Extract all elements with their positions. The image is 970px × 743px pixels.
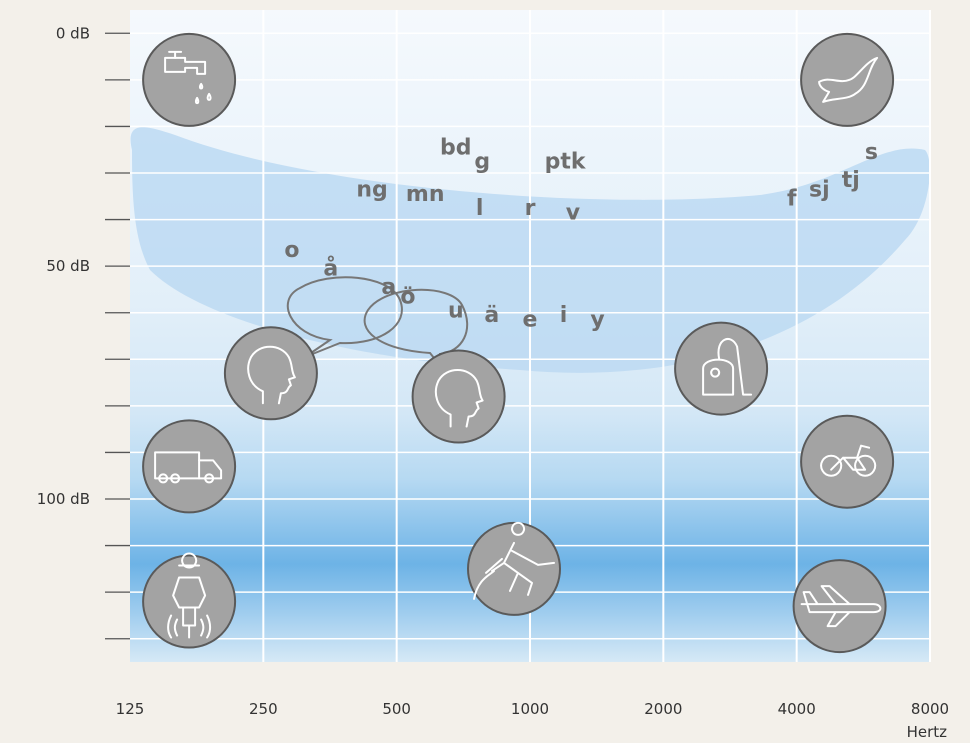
phoneme-label: v (566, 201, 581, 226)
phoneme-label: ä (484, 303, 499, 328)
phoneme-label: l (476, 196, 484, 221)
phoneme-label: o (284, 238, 299, 263)
speaking-head-icon (223, 326, 318, 421)
icon-badge (142, 419, 237, 514)
phoneme-label: s (865, 140, 878, 165)
phoneme-label: tj (842, 168, 860, 193)
phoneme-label: ng (356, 177, 387, 202)
phoneme-label: ptk (545, 149, 587, 174)
jackhammer-worker-icon (142, 552, 237, 649)
x-axis: 125 250 500 1000 2000 4000 8000 (116, 700, 949, 718)
y-axis: 0 dB 50 dB 100 dB (37, 24, 130, 640)
icon-badge (142, 32, 237, 127)
phoneme-label: a (381, 275, 396, 300)
phoneme-label: ö (400, 284, 415, 309)
icon-badge (223, 326, 318, 421)
x-tick-label: 8000 (911, 700, 949, 718)
pneumatic-drill-icon (467, 521, 561, 616)
icon-badge (792, 559, 887, 654)
x-tick-label: 1000 (511, 700, 549, 718)
x-tick-label: 500 (382, 700, 411, 718)
icon-badge (411, 349, 506, 444)
x-tick-label: 250 (249, 700, 278, 718)
motorcycle-icon (800, 414, 895, 509)
icon-badge (674, 321, 769, 416)
y-tick-label: 50 dB (46, 257, 90, 275)
phoneme-label: y (590, 308, 604, 333)
speech-bubble-left (286, 276, 403, 358)
phoneme-label: f (787, 187, 797, 212)
y-tick-label: 0 dB (56, 24, 90, 42)
truck-icon (142, 419, 237, 514)
phoneme-label: å (323, 256, 338, 282)
phoneme-label: r (525, 196, 536, 221)
speech-bubbles (286, 276, 469, 372)
sound-source-icons (142, 32, 895, 654)
phoneme-label: u (448, 298, 464, 323)
phoneme-label: i (560, 303, 568, 328)
speaking-head-icon (411, 349, 506, 444)
phoneme-label: bd (440, 135, 472, 160)
phoneme-label: sj (809, 177, 830, 202)
speech-bubble-right (363, 288, 469, 372)
dripping-tap-icon (142, 32, 237, 127)
vacuum-cleaner-icon (674, 321, 769, 416)
bird-icon (800, 32, 895, 127)
x-tick-label: 4000 (778, 700, 816, 718)
y-tick-label: 100 dB (37, 490, 90, 508)
x-unit-label: Hertz (907, 723, 948, 741)
airplane-icon (792, 559, 887, 654)
icon-badge (142, 554, 237, 649)
x-tick-label: 125 (116, 700, 145, 718)
phoneme-label: mn (406, 182, 445, 207)
phoneme-label: e (523, 308, 538, 333)
x-tick-label: 2000 (644, 700, 682, 718)
phoneme-label: g (474, 149, 490, 174)
